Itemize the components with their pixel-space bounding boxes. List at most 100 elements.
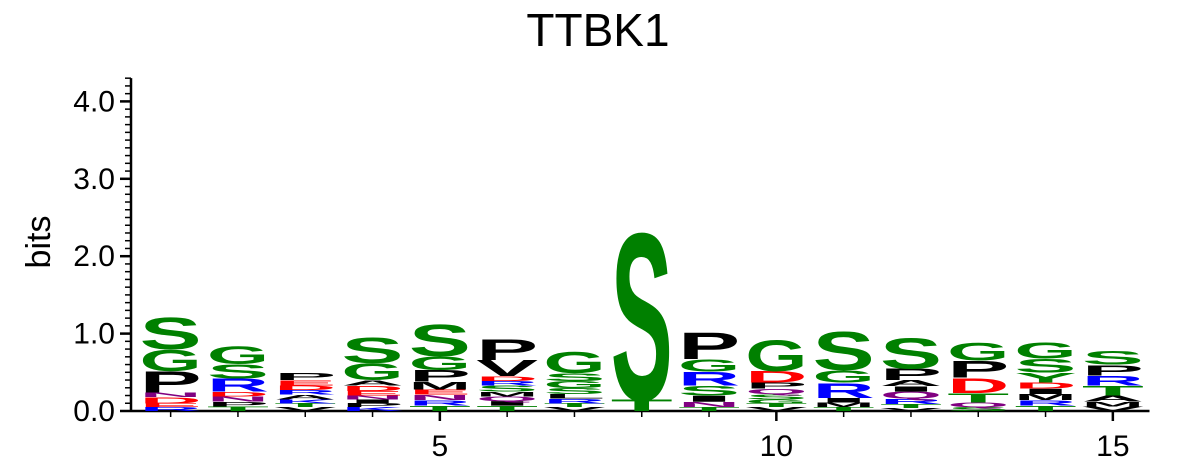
letter-P: P [1082, 362, 1144, 379]
letter-S: S [543, 386, 605, 396]
letter-D: D [140, 396, 202, 406]
letter-T: T [611, 397, 673, 415]
letter-G: G [543, 379, 605, 390]
letter-D: D [1015, 381, 1077, 391]
letter-E: E [274, 379, 336, 387]
letter-S: S [813, 321, 875, 382]
letter-P: P [880, 366, 942, 384]
letter-T: T [274, 402, 336, 408]
letter-T: T [207, 405, 269, 412]
letter-T: T [813, 406, 875, 412]
letter-P: P [409, 367, 471, 385]
letter-I: I [1015, 387, 1077, 395]
letter-S: S [476, 384, 538, 394]
letter-E: E [409, 388, 471, 396]
letter-L: L [543, 393, 605, 400]
letter-S: S [1015, 355, 1077, 377]
letter-P: P [947, 356, 1009, 383]
letter-R: R [140, 406, 202, 412]
letter-N: N [140, 391, 202, 398]
y-tick-label: 1.0 [73, 318, 115, 351]
x-tick-label: 15 [1096, 430, 1129, 463]
letter-P: P [274, 371, 336, 382]
letter-G: G [1015, 338, 1077, 363]
letter-V: V [476, 356, 538, 381]
letter-A: A [1082, 394, 1144, 404]
letter-V: V [745, 406, 807, 412]
y-tick-label: 3.0 [73, 163, 115, 196]
letter-T: T [880, 403, 942, 409]
letter-S: S [342, 331, 404, 371]
letter-R: R [1015, 399, 1077, 407]
letter-Q: Q [745, 387, 807, 395]
letter-G: G [409, 353, 471, 375]
letter-D: D [274, 384, 336, 391]
letter-G: G [342, 359, 404, 386]
letter-Q: Q [880, 390, 942, 401]
letter-T: T [678, 406, 740, 412]
letter-K: K [342, 406, 404, 412]
letter-G: G [678, 356, 740, 375]
letter-S: S [140, 309, 202, 359]
letter-R: R [813, 379, 875, 403]
letter-I: I [880, 385, 942, 393]
letter-I: I [678, 394, 740, 404]
position-stack-8: TS [611, 183, 673, 450]
y-axis-label: bits [20, 216, 58, 269]
letter-S: S [409, 316, 471, 366]
letter-Y: Y [1015, 370, 1077, 386]
letter-P: P [476, 333, 538, 366]
letter-D: D [342, 384, 404, 392]
letter-S: S [947, 406, 1009, 412]
letter-R: R [476, 380, 538, 387]
letter-G: G [140, 343, 202, 377]
letter-T: T [1082, 383, 1144, 399]
letter-V: V [543, 406, 605, 412]
y-tick-label: 0.0 [73, 395, 115, 428]
letter-R: R [409, 399, 471, 407]
letter-N: N [409, 393, 471, 401]
letter-M: M [1082, 401, 1144, 408]
letter-P: P [745, 381, 807, 391]
x-tick-label: 10 [760, 430, 793, 463]
letter-A: A [274, 394, 336, 401]
letter-E: E [342, 390, 404, 397]
letter-R: R [274, 389, 336, 396]
letter-R: R [880, 397, 942, 405]
letter-I: I [813, 397, 875, 404]
letter-N: N [207, 395, 269, 403]
letter-stacks: REDNPGSTPNDRSGVTKARDEPKPINEDAGSTRNEMPGST… [140, 183, 1144, 450]
letter-D: D [207, 391, 269, 398]
letter-M: M [813, 401, 875, 408]
letter-Q: Q [947, 401, 1009, 408]
letter-A: A [880, 379, 942, 389]
letter-P: P [140, 365, 202, 399]
letter-G: G [947, 339, 1009, 367]
letter-R: R [543, 397, 605, 404]
letter-R: R [1082, 373, 1144, 389]
letter-P: P [342, 402, 404, 408]
letter-S: S [745, 393, 807, 401]
letter-K: K [274, 398, 336, 404]
letter-N: N [342, 395, 404, 401]
letter-V: V [880, 407, 942, 412]
letter-S: S [611, 183, 673, 450]
axes: 0.0 1.0 2.0 3.0 4.0 5 10 15 [73, 77, 1150, 463]
letter-E: E [140, 402, 202, 408]
letter-D: D [745, 368, 807, 386]
